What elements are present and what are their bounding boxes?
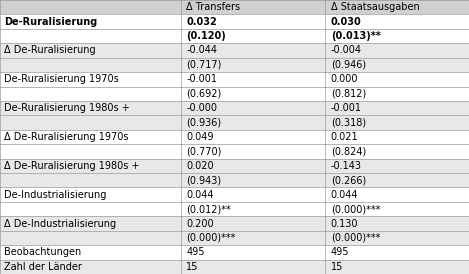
Text: De-Ruralisierung: De-Ruralisierung bbox=[4, 17, 97, 27]
Text: 0.000: 0.000 bbox=[331, 74, 358, 84]
Bar bbox=[0, 231, 469, 245]
Text: (0.692): (0.692) bbox=[186, 89, 221, 99]
Text: 0.200: 0.200 bbox=[186, 219, 214, 229]
Text: De-Ruralisierung 1980s +: De-Ruralisierung 1980s + bbox=[4, 103, 129, 113]
Text: 495: 495 bbox=[186, 247, 204, 257]
Text: (0.943): (0.943) bbox=[186, 175, 221, 185]
Text: 0.032: 0.032 bbox=[186, 17, 217, 27]
Text: -0.004: -0.004 bbox=[331, 45, 362, 55]
Text: 0.130: 0.130 bbox=[331, 219, 358, 229]
Text: (0.717): (0.717) bbox=[186, 60, 221, 70]
Text: Δ De-Ruralisierung: Δ De-Ruralisierung bbox=[4, 45, 95, 55]
Text: (0.000)***: (0.000)*** bbox=[331, 233, 380, 243]
Bar bbox=[0, 87, 469, 101]
Text: 0.044: 0.044 bbox=[331, 190, 358, 200]
Text: 0.044: 0.044 bbox=[186, 190, 214, 200]
Bar bbox=[0, 29, 469, 43]
Text: Δ Transfers: Δ Transfers bbox=[186, 2, 240, 12]
Bar bbox=[0, 130, 469, 144]
Bar bbox=[0, 187, 469, 202]
Text: (0.770): (0.770) bbox=[186, 146, 221, 156]
Text: (0.946): (0.946) bbox=[331, 60, 366, 70]
Text: Δ De-Ruralisierung 1980s +: Δ De-Ruralisierung 1980s + bbox=[4, 161, 139, 171]
Text: (0.000)***: (0.000)*** bbox=[186, 233, 235, 243]
Text: Δ Staatsausgaben: Δ Staatsausgaben bbox=[331, 2, 419, 12]
Bar bbox=[0, 173, 469, 187]
Text: 0.049: 0.049 bbox=[186, 132, 214, 142]
Text: -0.001: -0.001 bbox=[186, 74, 217, 84]
Text: (0.000)***: (0.000)*** bbox=[331, 204, 380, 214]
Text: (0.936): (0.936) bbox=[186, 118, 221, 128]
Text: (0.812): (0.812) bbox=[331, 89, 366, 99]
Bar bbox=[0, 202, 469, 216]
Bar bbox=[0, 15, 469, 29]
Text: Beobachtungen: Beobachtungen bbox=[4, 247, 81, 257]
Text: (0.012)**: (0.012)** bbox=[186, 204, 231, 214]
Bar bbox=[0, 0, 469, 15]
Bar bbox=[0, 101, 469, 115]
Bar bbox=[0, 115, 469, 130]
Text: (0.824): (0.824) bbox=[331, 146, 366, 156]
Bar bbox=[0, 144, 469, 159]
Text: Zahl der Länder: Zahl der Länder bbox=[4, 262, 82, 272]
Text: 495: 495 bbox=[331, 247, 349, 257]
Text: -0.001: -0.001 bbox=[331, 103, 362, 113]
Bar bbox=[0, 245, 469, 259]
Text: -0.044: -0.044 bbox=[186, 45, 217, 55]
Text: (0.013)**: (0.013)** bbox=[331, 31, 380, 41]
Text: (0.318): (0.318) bbox=[331, 118, 366, 128]
Text: De-Industrialisierung: De-Industrialisierung bbox=[4, 190, 106, 200]
Text: (0.266): (0.266) bbox=[331, 175, 366, 185]
Bar bbox=[0, 259, 469, 274]
Text: -0.000: -0.000 bbox=[186, 103, 217, 113]
Text: Δ De-Ruralisierung 1970s: Δ De-Ruralisierung 1970s bbox=[4, 132, 128, 142]
Text: 15: 15 bbox=[331, 262, 343, 272]
Bar bbox=[0, 72, 469, 87]
Text: -0.143: -0.143 bbox=[331, 161, 362, 171]
Text: De-Ruralisierung 1970s: De-Ruralisierung 1970s bbox=[4, 74, 119, 84]
Text: (0.120): (0.120) bbox=[186, 31, 226, 41]
Text: 15: 15 bbox=[186, 262, 198, 272]
Text: Δ De-Industrialisierung: Δ De-Industrialisierung bbox=[4, 219, 116, 229]
Bar bbox=[0, 58, 469, 72]
Text: 0.021: 0.021 bbox=[331, 132, 358, 142]
Text: 0.030: 0.030 bbox=[331, 17, 362, 27]
Bar bbox=[0, 43, 469, 58]
Text: 0.020: 0.020 bbox=[186, 161, 214, 171]
Bar bbox=[0, 216, 469, 231]
Bar bbox=[0, 159, 469, 173]
